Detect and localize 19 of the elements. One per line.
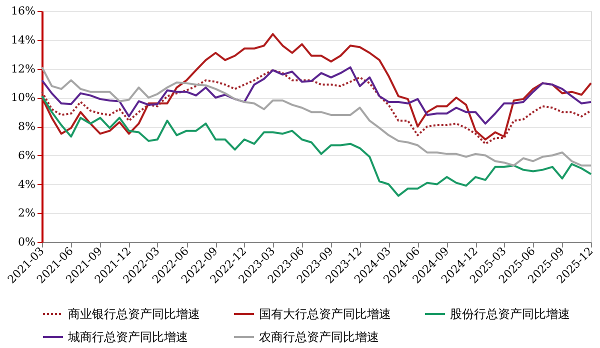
line-series bbox=[41, 66, 592, 166]
y-tick-label: 12% bbox=[11, 62, 36, 76]
y-tick-label: 2% bbox=[18, 206, 36, 220]
legend-label: 股份行总资产同比增速 bbox=[450, 307, 570, 321]
legend-label: 商业银行总资产同比增速 bbox=[68, 307, 200, 321]
y-tick-label: 8% bbox=[18, 120, 36, 133]
legend-label: 国有大行总资产同比增速 bbox=[259, 307, 391, 321]
line-series bbox=[41, 33, 592, 140]
line-series bbox=[41, 95, 592, 197]
line-series bbox=[41, 69, 592, 145]
line-series bbox=[41, 66, 592, 125]
y-tick-label: 0% bbox=[18, 236, 36, 248]
legend-label: 农商行总资产同比增速 bbox=[259, 330, 379, 344]
legend-label: 城商行总资产同比增速 bbox=[67, 330, 188, 344]
y-tick-label: 4% bbox=[18, 178, 36, 191]
y-tick-label: 16% bbox=[11, 4, 36, 18]
y-tick-label: 10% bbox=[11, 91, 36, 104]
y-tick-label: 6% bbox=[18, 148, 36, 162]
y-tick-label: 14% bbox=[11, 33, 36, 46]
